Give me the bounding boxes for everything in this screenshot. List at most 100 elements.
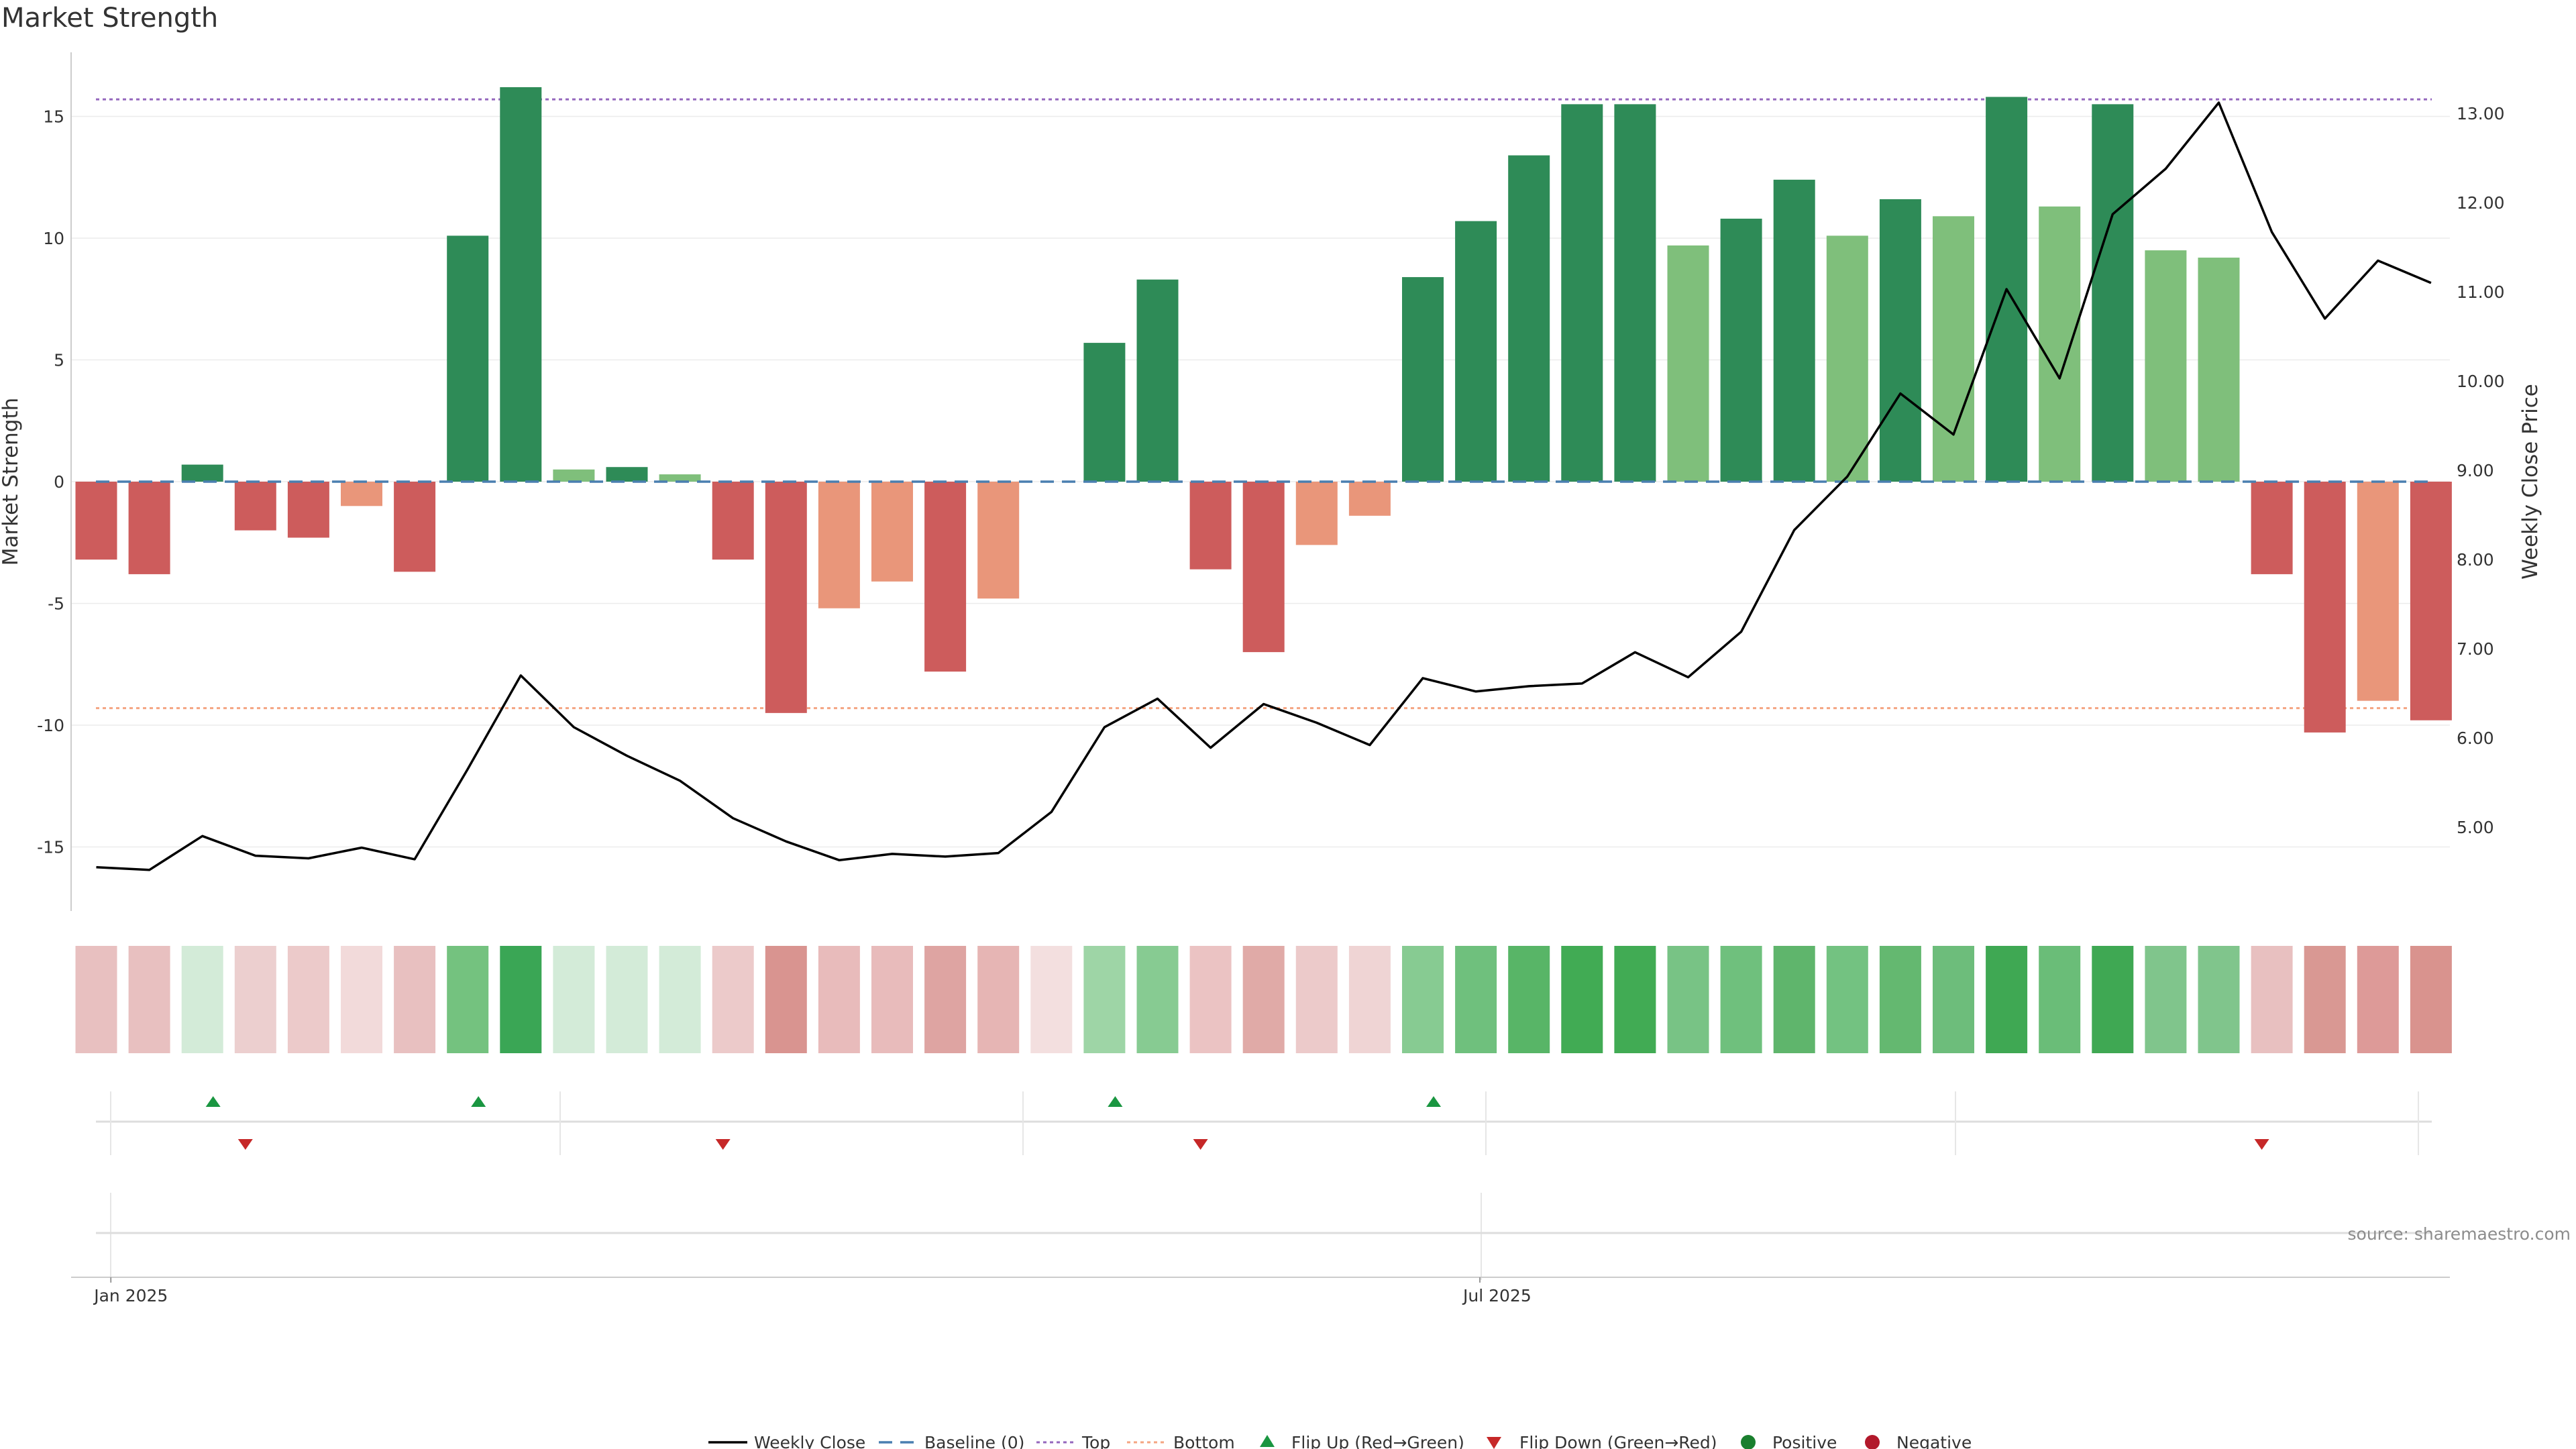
strength-bar (2304, 482, 2346, 733)
flip-down-marker (1193, 1139, 1208, 1150)
y2-tick-label: 11.00 (2457, 282, 2505, 302)
heat-cell (553, 946, 595, 1053)
y-tick-label: -15 (37, 838, 64, 857)
strength-bars (75, 87, 2452, 733)
strength-bar (2145, 250, 2187, 482)
strength-bar (500, 87, 542, 482)
strength-bar (1720, 218, 1762, 482)
heat-cell (1986, 946, 2028, 1053)
flip-down-marker (2254, 1139, 2269, 1150)
strength-bar (1189, 482, 1232, 570)
strength-bar (75, 482, 117, 560)
legend-flip-up-label: Flip Up (Red→Green) (1291, 1433, 1464, 1449)
flip-markers (205, 1096, 2269, 1150)
heat-cell (818, 946, 860, 1053)
heat-cell (2251, 946, 2293, 1053)
heat-cell (871, 946, 913, 1053)
strength-bar (1136, 279, 1179, 482)
reference-lines (96, 98, 2432, 710)
heat-cell (341, 946, 382, 1053)
legend-negative-label: Negative (1896, 1433, 1972, 1449)
legend-baseline-label: Baseline (0) (924, 1433, 1024, 1449)
legend-weekly-close-label: Weekly Close (754, 1433, 865, 1449)
heat-cell (1667, 946, 1709, 1053)
strength-bar (1083, 343, 1126, 482)
chart-title: Market Strength (1, 3, 218, 34)
heat-cell (128, 946, 170, 1053)
main-panel: 15 10 5 0 -5 -10 -15 5.00 6.00 7.00 8.00 9.00 10.00… (0, 52, 2542, 911)
heat-cell (500, 946, 542, 1053)
heat-cell (1879, 946, 1921, 1053)
strength-bar (606, 467, 648, 482)
heat-cell (1136, 946, 1179, 1053)
heat-cell (234, 946, 276, 1053)
strength-bar (712, 482, 754, 560)
x-axis-ticks: Jan 2025 Jul 2025 (93, 1277, 1532, 1305)
strength-bar (1879, 199, 1921, 482)
flip-panel-gridlines (110, 1091, 2419, 1155)
strength-bar (1402, 277, 1444, 482)
strength-bar (2410, 482, 2452, 720)
strength-bar (871, 482, 913, 582)
flip-down-marker (237, 1139, 253, 1150)
strength-bar (553, 469, 595, 482)
heat-cell (287, 946, 329, 1053)
heat-cell (2145, 946, 2187, 1053)
legend-top-label: Top (1081, 1433, 1110, 1449)
lower-panel: Jan 2025 Jul 2025 source: sharemaestro.co… (71, 1193, 2571, 1305)
x-tick-label: Jan 2025 (93, 1286, 168, 1305)
y2-tick-label: 7.00 (2457, 639, 2494, 659)
x-tick-label: Jul 2025 (1462, 1286, 1532, 1305)
source-note: source: sharemaestro.com (2348, 1224, 2571, 1244)
heat-cell (1508, 946, 1550, 1053)
heat-cell (1614, 946, 1656, 1053)
legend-flip-up-marker (1260, 1435, 1275, 1447)
y2-tick-label: 10.00 (2457, 372, 2505, 391)
heat-cell (1030, 946, 1073, 1053)
strength-bar (341, 482, 382, 506)
heat-cell (1933, 946, 1974, 1053)
strength-bar (765, 482, 807, 713)
legend-bottom-label: Bottom (1173, 1433, 1235, 1449)
y2-axis-title: Weekly Close Price (2518, 384, 2542, 580)
heat-cell (659, 946, 701, 1053)
heat-cell (1083, 946, 1126, 1053)
heat-cell (1242, 946, 1285, 1053)
strength-bar (924, 482, 967, 672)
y-tick-label: -10 (37, 716, 64, 735)
flip-up-marker (1426, 1096, 1441, 1107)
strength-bar (287, 482, 329, 538)
strength-bar (1242, 482, 1285, 653)
strength-bar (181, 464, 223, 482)
strength-bar (1561, 104, 1603, 482)
strength-bar (1455, 221, 1497, 482)
heat-cell (924, 946, 967, 1053)
heat-cell (181, 946, 223, 1053)
heat-cell (1295, 946, 1338, 1053)
y2-tick-label: 6.00 (2457, 729, 2494, 748)
strength-bar (1826, 235, 1868, 482)
heat-cell (1189, 946, 1232, 1053)
legend-negative-marker (1865, 1435, 1880, 1449)
heat-cell (2410, 946, 2452, 1053)
y-tick-label: -5 (48, 594, 64, 614)
strength-bar (1295, 482, 1338, 545)
strength-bar (1773, 179, 1815, 482)
heat-cell (1455, 946, 1497, 1053)
strength-bar (2198, 258, 2240, 482)
flip-down-marker (715, 1139, 731, 1150)
strength-bar (659, 474, 701, 482)
weekly-close-line (96, 101, 2432, 871)
y-axis-ticks: 15 10 5 0 -5 -10 -15 (37, 107, 64, 857)
heat-cell (1773, 946, 1815, 1053)
strength-bar (2039, 206, 2081, 482)
legend-positive-label: Positive (1772, 1433, 1837, 1449)
heat-cell (1826, 946, 1868, 1053)
y-tick-label: 0 (54, 472, 64, 492)
strength-bar (1614, 104, 1656, 482)
y-tick-label: 15 (43, 107, 64, 127)
y2-axis-ticks: 5.00 6.00 7.00 8.00 9.00 10.00 11.00 12.00 13.00 (2457, 104, 2505, 837)
legend-positive-marker (1741, 1435, 1756, 1449)
y2-tick-label: 12.00 (2457, 193, 2505, 213)
strength-bar (977, 482, 1020, 599)
